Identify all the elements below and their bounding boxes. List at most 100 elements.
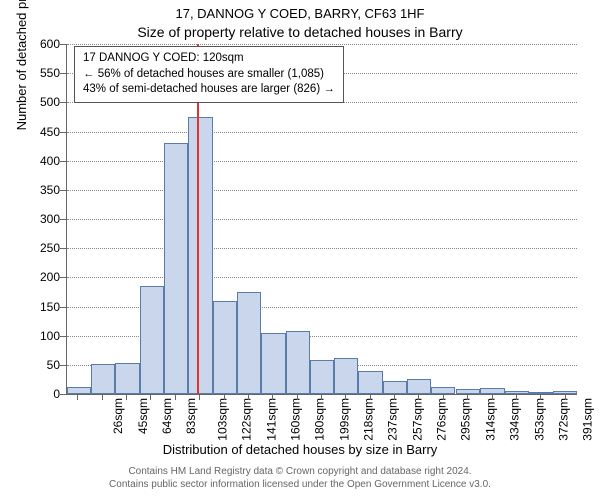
- grid-line: [67, 190, 577, 191]
- histogram-bar: [67, 387, 91, 394]
- y-tick-label: 200: [20, 270, 60, 284]
- x-tick-label: 45sqm: [136, 398, 150, 434]
- annotation-line2: ← 56% of detached houses are smaller (1,…: [83, 67, 335, 83]
- y-tick-label: 50: [20, 358, 60, 372]
- x-tick-mark: [467, 394, 468, 400]
- y-tick-mark: [60, 219, 66, 220]
- x-tick-mark: [443, 394, 444, 400]
- y-tick-label: 300: [20, 212, 60, 226]
- chart-footer: Contains HM Land Registry data © Crown c…: [0, 466, 600, 491]
- histogram-bar: [310, 360, 334, 394]
- x-tick-mark: [492, 394, 493, 400]
- x-tick-label: 26sqm: [111, 398, 125, 434]
- histogram-bar: [188, 117, 212, 394]
- x-tick-mark: [370, 394, 371, 400]
- annotation-box: 17 DANNOG Y COED: 120sqm ← 56% of detach…: [74, 46, 344, 103]
- y-tick-mark: [60, 190, 66, 191]
- x-tick-label: 314sqm: [484, 398, 498, 441]
- x-tick-mark: [418, 394, 419, 400]
- x-axis-label: Distribution of detached houses by size …: [0, 442, 600, 457]
- x-tick-mark: [175, 394, 176, 400]
- y-tick-mark: [60, 73, 66, 74]
- histogram-bar: [237, 292, 261, 394]
- x-tick-label: 257sqm: [410, 398, 424, 441]
- grid-line: [67, 277, 577, 278]
- footer-line2: Contains public sector information licen…: [0, 479, 600, 492]
- histogram-bar: [383, 381, 407, 394]
- y-tick-label: 100: [20, 329, 60, 343]
- x-tick-label: 122sqm: [240, 398, 254, 441]
- y-tick-mark: [60, 44, 66, 45]
- x-tick-label: 180sqm: [313, 398, 327, 441]
- chart-title: Size of property relative to detached ho…: [0, 24, 600, 40]
- x-tick-mark: [272, 394, 273, 400]
- histogram-bar: [164, 143, 188, 394]
- grid-line: [67, 219, 577, 220]
- y-tick-mark: [60, 132, 66, 133]
- y-tick-label: 350: [20, 183, 60, 197]
- x-tick-mark: [150, 394, 151, 400]
- y-tick-label: 600: [20, 37, 60, 51]
- histogram-bar: [140, 286, 164, 395]
- x-tick-mark: [199, 394, 200, 400]
- x-tick-label: 160sqm: [289, 398, 303, 441]
- footer-line1: Contains HM Land Registry data © Crown c…: [0, 466, 600, 479]
- y-tick-mark: [60, 336, 66, 337]
- x-tick-label: 353sqm: [532, 398, 546, 441]
- x-tick-mark: [297, 394, 298, 400]
- x-tick-mark: [565, 394, 566, 400]
- histogram-bar: [213, 301, 237, 394]
- grid-line: [67, 161, 577, 162]
- histogram-bar: [407, 379, 431, 394]
- histogram-bar: [115, 363, 140, 394]
- histogram-bar: [358, 371, 383, 394]
- y-tick-label: 550: [20, 66, 60, 80]
- histogram-bar: [261, 333, 286, 394]
- x-tick-label: 372sqm: [557, 398, 571, 441]
- x-tick-mark: [77, 394, 78, 400]
- x-tick-label: 276sqm: [435, 398, 449, 441]
- x-tick-mark: [126, 394, 127, 400]
- y-tick-label: 0: [20, 387, 60, 401]
- y-tick-label: 400: [20, 154, 60, 168]
- y-tick-label: 150: [20, 300, 60, 314]
- grid-line: [67, 132, 577, 133]
- histogram-bar: [334, 358, 358, 394]
- y-tick-mark: [60, 394, 66, 395]
- x-tick-mark: [248, 394, 249, 400]
- x-tick-label: 83sqm: [185, 398, 199, 434]
- x-tick-mark: [224, 394, 225, 400]
- x-tick-label: 141sqm: [264, 398, 278, 441]
- y-tick-mark: [60, 365, 66, 366]
- grid-line: [67, 44, 577, 45]
- x-tick-mark: [321, 394, 322, 400]
- y-tick-mark: [60, 161, 66, 162]
- x-tick-label: 218sqm: [362, 398, 376, 441]
- histogram-bar: [286, 331, 310, 394]
- x-tick-mark: [345, 394, 346, 400]
- x-tick-mark: [540, 394, 541, 400]
- x-tick-label: 391sqm: [581, 398, 595, 441]
- y-tick-label: 500: [20, 95, 60, 109]
- histogram-bar: [505, 391, 529, 394]
- x-tick-label: 64sqm: [160, 398, 174, 434]
- x-tick-label: 103sqm: [216, 398, 230, 441]
- x-tick-label: 295sqm: [459, 398, 473, 441]
- grid-line: [67, 248, 577, 249]
- x-tick-label: 334sqm: [508, 398, 522, 441]
- x-tick-label: 199sqm: [337, 398, 351, 441]
- x-tick-mark: [516, 394, 517, 400]
- histogram-bar: [91, 364, 115, 394]
- y-tick-mark: [60, 277, 66, 278]
- x-tick-mark: [102, 394, 103, 400]
- x-tick-label: 237sqm: [386, 398, 400, 441]
- annotation-line1: 17 DANNOG Y COED: 120sqm: [83, 51, 335, 67]
- y-tick-label: 450: [20, 125, 60, 139]
- y-tick-label: 250: [20, 241, 60, 255]
- y-tick-mark: [60, 248, 66, 249]
- x-tick-mark: [394, 394, 395, 400]
- y-tick-mark: [60, 307, 66, 308]
- chart-supertitle: 17, DANNOG Y COED, BARRY, CF63 1HF: [0, 6, 600, 21]
- annotation-line3: 43% of semi-detached houses are larger (…: [83, 82, 335, 98]
- y-tick-mark: [60, 102, 66, 103]
